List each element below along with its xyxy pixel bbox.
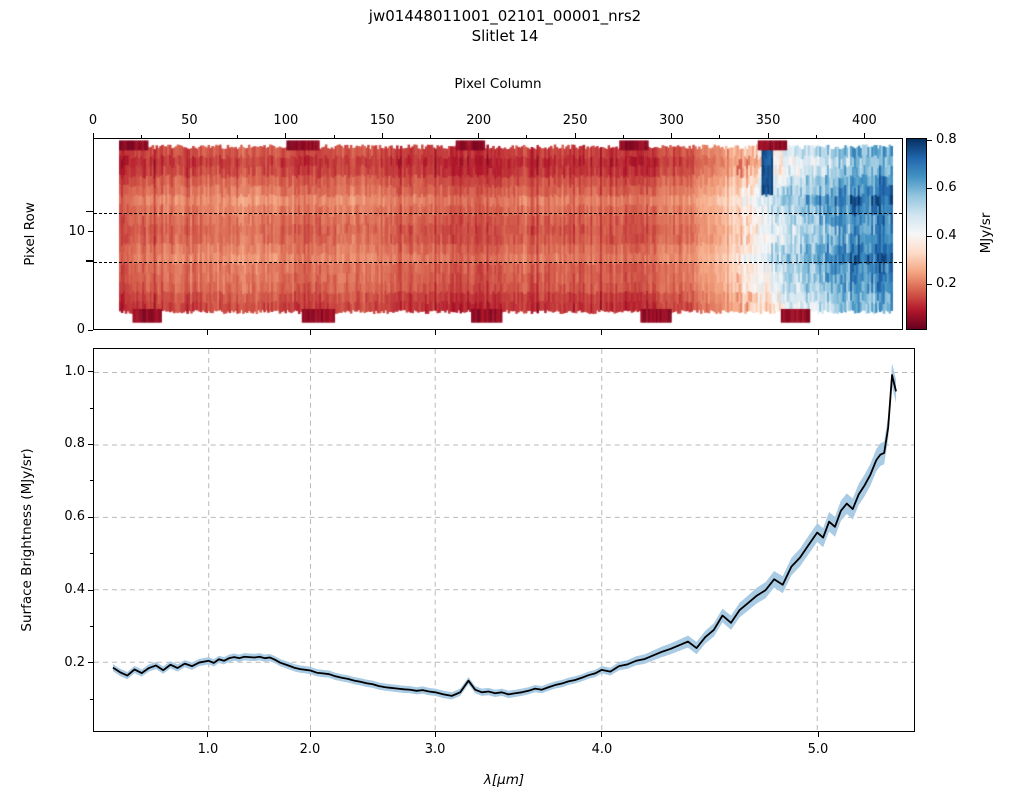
top-x-tick-label: 300 <box>659 113 684 128</box>
figure-title-line1: jw01448011001_02101_00001_nrs2 <box>368 7 642 25</box>
spectral-image-heatmap <box>94 139 902 329</box>
spectrum-plot <box>94 349 914 731</box>
top-y-tick-label: 10 <box>68 223 85 239</box>
colorbar-tick <box>927 139 932 141</box>
extraction-row-tick <box>86 211 93 213</box>
top-panel-lambda-tick <box>817 330 819 335</box>
bottom-x-tick-label: 2.0 <box>299 742 321 757</box>
top-yaxis-label: Pixel Row <box>22 202 38 266</box>
bottom-y-tick-label: 1.0 <box>64 363 85 379</box>
colorbar-tick-label: 0.6 <box>936 180 957 196</box>
colorbar-tick-label: 0.8 <box>936 132 957 148</box>
spectrum-line <box>112 374 897 697</box>
top-x-tick-label: 50 <box>181 113 198 128</box>
colorbar-label: MJy/sr <box>978 212 994 254</box>
colorbar-tick-label: 0.4 <box>936 228 957 244</box>
top-xaxis-label: Pixel Column <box>454 76 542 92</box>
bottom-yaxis-label: Surface Brightness (MJy/sr) <box>19 448 35 632</box>
top-panel-lambda-tick <box>434 330 436 335</box>
bottom-x-tick-label: 1.0 <box>197 742 219 757</box>
bottom-x-tick-label: 3.0 <box>424 742 446 757</box>
top-panel-lambda-tick <box>309 330 311 335</box>
top-x-tick-label: 200 <box>466 113 492 128</box>
colorbar-tick-label: 0.2 <box>936 276 957 292</box>
top-panel-lambda-tick <box>601 330 603 335</box>
colorbar-tick <box>927 283 932 285</box>
bottom-x-major-tick <box>207 732 209 737</box>
top-x-tick-label: 150 <box>369 113 395 128</box>
top-panel-lambda-tick <box>207 330 209 335</box>
spectrum-panel <box>93 348 915 732</box>
spectral-image-panel <box>93 138 903 330</box>
extraction-upper-dashed-line <box>94 212 902 214</box>
bottom-x-major-tick <box>817 732 819 737</box>
bottom-x-major-tick <box>309 732 311 737</box>
bottom-x-tick-label: 4.0 <box>591 742 613 757</box>
top-x-tick-label: 350 <box>755 113 781 128</box>
colorbar <box>906 138 927 330</box>
extraction-lower-dashed-line <box>94 262 902 264</box>
bottom-x-major-tick <box>434 732 436 737</box>
bottom-x-tick-label: 5.0 <box>807 742 829 757</box>
bottom-y-tick-label: 0.4 <box>64 582 85 598</box>
bottom-xaxis-label: λ[μm] <box>483 772 525 788</box>
colorbar-tick <box>927 235 932 237</box>
top-x-tick-label: 250 <box>562 113 588 128</box>
extraction-row-tick <box>86 260 93 262</box>
top-x-tick-label: 400 <box>852 113 877 128</box>
colorbar-tick <box>927 187 932 189</box>
bottom-y-tick-label: 0.8 <box>64 436 85 452</box>
uncertainty-band <box>112 363 897 700</box>
bottom-x-major-tick <box>601 732 603 737</box>
bottom-y-tick-label: 0.6 <box>64 509 85 525</box>
top-x-tick-label: 0 <box>88 113 98 128</box>
top-y-tick-label: 0 <box>76 322 85 337</box>
bottom-y-tick-label: 0.2 <box>64 654 85 670</box>
figure-title-line2: Slitlet 14 <box>471 27 539 45</box>
top-x-tick-label: 100 <box>273 113 299 128</box>
